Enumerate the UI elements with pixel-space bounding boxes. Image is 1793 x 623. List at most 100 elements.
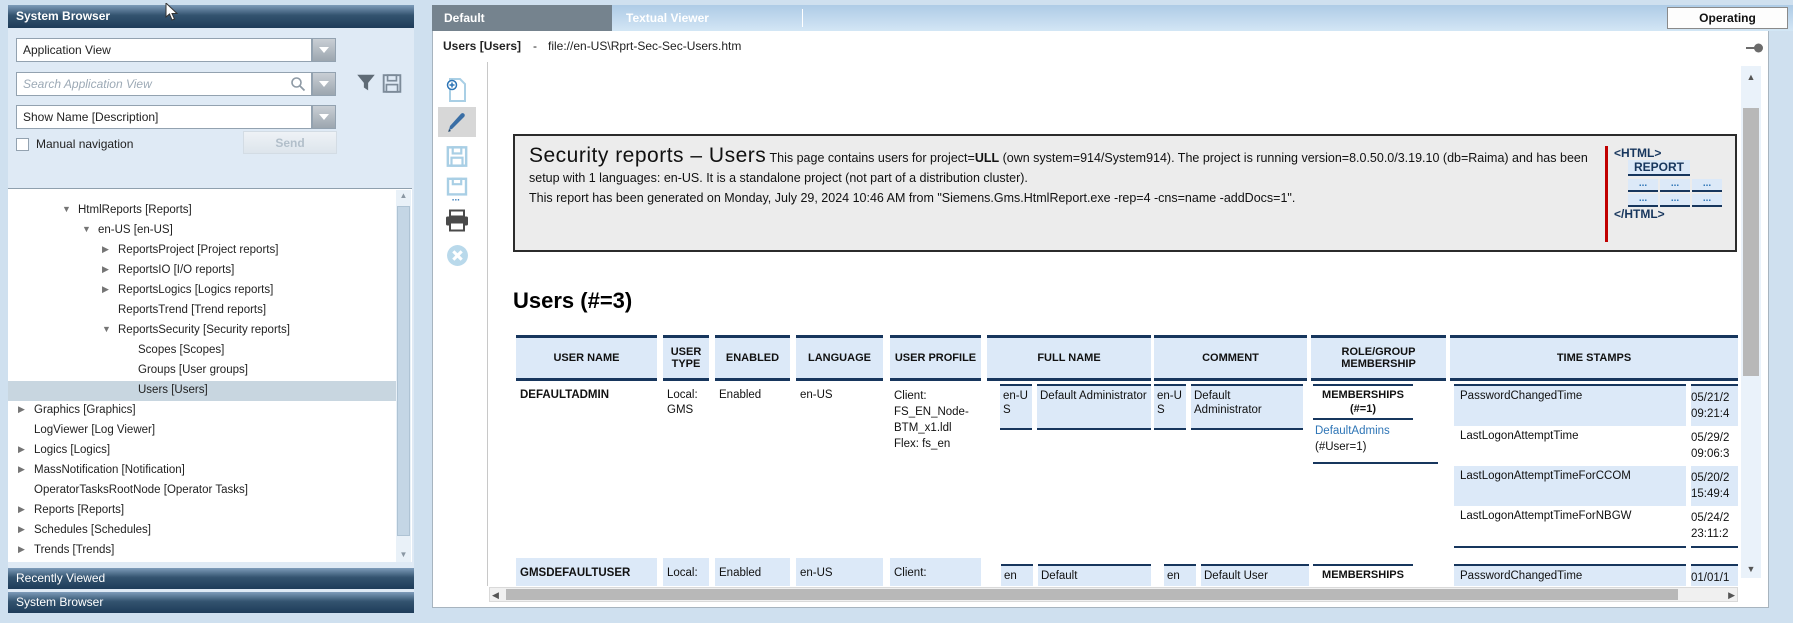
collapsed-arrow-icon[interactable]: ▶ [18,524,25,534]
col-user-name: USER NAME [516,335,657,381]
cancel-icon[interactable] [446,244,469,267]
search-icon[interactable] [290,76,306,92]
logo-report-label: REPORT [1628,160,1691,176]
tree-item-users-selected[interactable]: Users [Users] [8,381,396,401]
collapsed-arrow-icon[interactable]: ▶ [18,444,25,454]
svg-text:...: ... [452,192,460,201]
users-section-title: Users (#=3) [513,288,633,313]
tree-item-reportsproject[interactable]: ▶ ReportsProject [Project reports] [102,244,279,256]
row1-fullname-lang: en-US [1000,384,1032,430]
tree-item-en-us[interactable]: ▼ en-US [en-US] [82,224,173,236]
logo-close-tag: </HTML> [1614,207,1665,221]
timestamp-row: LastLogonAttemptTimeForCCOM [1454,466,1686,506]
row1-user-type: Local: GMS [667,389,698,416]
expanded-arrow-icon[interactable]: ▼ [102,324,111,334]
row2-fullname-value: Default [1038,564,1151,586]
tree-scrollbar[interactable]: ▲ ▼ [396,190,411,562]
tree-item-groups[interactable]: Groups [User groups] [138,364,248,376]
tree-item-logics[interactable]: ▶ Logics [Logics] [18,444,111,456]
row2-cell-bg [663,558,709,586]
search-dropdown-button[interactable] [312,72,336,96]
document-path: file://en-US\Rprt-Sec-Sec-Users.htm [548,39,742,53]
tree-item-massnotification[interactable]: ▶ MassNotification [Notification] [18,464,185,476]
save-report-icon[interactable] [446,145,468,168]
tree-item-logviewer[interactable]: LogViewer [Log Viewer] [34,424,156,436]
pin-icon[interactable] [1746,42,1764,54]
expanded-arrow-icon[interactable]: ▼ [62,204,71,214]
new-report-icon[interactable] [446,78,468,102]
row1-memberships-bottom-border [1313,462,1438,464]
tree-item-htmlreports[interactable]: ▼ HtmlReports [Reports] [62,204,192,216]
tree-item-operatortasks[interactable]: OperatorTasksRootNode [Operator Tasks] [34,484,248,496]
search-input[interactable] [16,72,312,96]
scroll-up-icon[interactable]: ▲ [399,191,408,200]
project-name: ULL [974,151,1000,165]
row2-user-name: GMSDEFAULTUSER [520,567,631,579]
operating-mode-button[interactable]: Operating [1667,7,1788,29]
tab-default[interactable]: Default [432,5,612,31]
recently-viewed-label: Recently Viewed [16,571,106,585]
scroll-right-icon[interactable]: ▶ [1728,590,1735,600]
view-selector-dropdown-button[interactable] [312,38,336,62]
scroll-left-icon[interactable]: ◀ [492,590,499,600]
scroll-down-icon[interactable]: ▼ [399,550,408,559]
tree-item-reportstrend[interactable]: ReportsTrend [Trend reports] [118,304,267,316]
row2-language: en-US [800,567,833,579]
collapsed-arrow-icon[interactable]: ▶ [102,264,109,274]
send-button[interactable]: Send [243,131,337,154]
collapsed-arrow-icon[interactable]: ▶ [102,244,109,254]
print-icon[interactable] [445,209,469,232]
horizontal-scrollbar[interactable]: ◀ ▶ [489,587,1738,602]
chevron-down-icon [319,81,329,87]
chevron-down-icon [319,47,329,53]
ts-date-bottom-border [1691,546,1738,548]
save-search-icon[interactable] [382,73,402,94]
col-language: LANGUAGE [796,335,883,381]
report-banner: Security reports – Users This page conta… [513,134,1737,252]
row1-membership-link[interactable]: DefaultAdmins [1315,425,1390,437]
row2-timestamp-row: PasswordChangedTime [1454,564,1686,586]
tree-item-reports[interactable]: ▶ Reports [Reports] [18,504,125,516]
tab-textual-viewer[interactable]: Textual Viewer [626,11,709,25]
expanded-arrow-icon[interactable]: ▼ [82,224,91,234]
row1-user-name: DEFAULTADMIN [520,389,610,401]
timestamp-value: 05/29/2 09:06:3 [1691,426,1738,466]
navigation-tree: ▼ HtmlReports [Reports] ▼ en-US [en-US] ▶ R… [8,188,412,562]
col-role-group: ROLE/GROUP MEMBERSHIP [1311,335,1446,381]
collapsed-arrow-icon[interactable]: ▶ [18,464,25,474]
tree-item-trends[interactable]: ▶ Trends [Trends] [18,544,115,556]
view-selector[interactable]: Application View [16,38,312,62]
row1-comment-lang: en-US [1154,384,1186,430]
edit-report-button-selected[interactable] [438,107,476,137]
tree-item-reportsio[interactable]: ▶ ReportsIO [I/O reports] [102,264,235,276]
vertical-scrollbar[interactable]: ▲ ▼ [1741,66,1761,578]
collapsed-arrow-icon[interactable]: ▶ [18,544,25,554]
manual-navigation-checkbox[interactable] [16,138,29,151]
mouse-cursor [165,3,179,21]
tab-divider [802,9,803,27]
collapsed-arrow-icon[interactable]: ▶ [18,404,25,414]
tree-item-scopes[interactable]: Scopes [Scopes] [138,344,225,356]
tree-item-graphics[interactable]: ▶ Graphics [Graphics] [18,404,136,416]
system-browser-header[interactable]: System Browser [8,5,414,28]
document-title: Users [Users] [443,39,522,53]
save-as-report-icon[interactable]: ... [446,177,468,201]
recently-viewed-bar[interactable]: Recently Viewed [8,568,414,589]
scroll-down-icon[interactable]: ▼ [1746,564,1756,574]
tree-item-reportslogics[interactable]: ▶ ReportsLogics [Logics reports] [102,284,274,296]
display-mode-dropdown-button[interactable] [312,105,336,129]
display-mode-selector[interactable]: Show Name [Description] [16,105,312,129]
chevron-down-icon [319,114,329,120]
collapsed-arrow-icon[interactable]: ▶ [102,284,109,294]
collapsed-arrow-icon[interactable]: ▶ [18,504,25,514]
scroll-up-icon[interactable]: ▲ [1746,72,1756,82]
tree-item-reportssecurity[interactable]: ▼ ReportsSecurity [Security reports] [102,324,290,336]
system-browser-bar[interactable]: System Browser [8,592,414,613]
tree-item-schedules[interactable]: ▶ Schedules [Schedules] [18,524,151,536]
vertical-scrollbar-thumb[interactable] [1743,108,1759,376]
filter-icon[interactable] [356,73,376,94]
horizontal-scrollbar-thumb[interactable] [506,589,1678,600]
report-generated-line: This report has been generated on Monday… [529,191,1296,205]
row1-membership-users: (#User=1) [1315,441,1367,453]
tree-scrollbar-thumb[interactable] [397,206,410,536]
